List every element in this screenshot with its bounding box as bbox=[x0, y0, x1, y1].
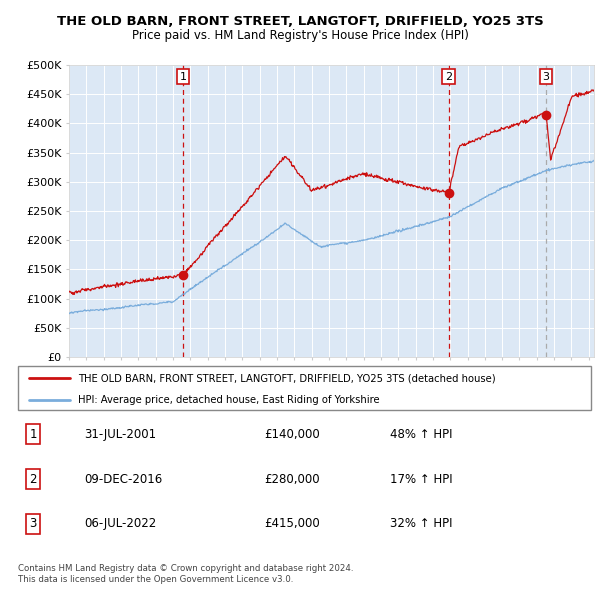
Text: 3: 3 bbox=[29, 517, 37, 530]
Text: £415,000: £415,000 bbox=[264, 517, 320, 530]
Text: £140,000: £140,000 bbox=[264, 428, 320, 441]
Text: Price paid vs. HM Land Registry's House Price Index (HPI): Price paid vs. HM Land Registry's House … bbox=[131, 30, 469, 42]
Text: HPI: Average price, detached house, East Riding of Yorkshire: HPI: Average price, detached house, East… bbox=[78, 395, 380, 405]
Text: 48% ↑ HPI: 48% ↑ HPI bbox=[390, 428, 452, 441]
Text: 3: 3 bbox=[542, 71, 550, 81]
Text: THE OLD BARN, FRONT STREET, LANGTOFT, DRIFFIELD, YO25 3TS: THE OLD BARN, FRONT STREET, LANGTOFT, DR… bbox=[56, 15, 544, 28]
Text: 06-JUL-2022: 06-JUL-2022 bbox=[84, 517, 156, 530]
Text: 17% ↑ HPI: 17% ↑ HPI bbox=[390, 473, 452, 486]
Text: 09-DEC-2016: 09-DEC-2016 bbox=[84, 473, 162, 486]
Text: 32% ↑ HPI: 32% ↑ HPI bbox=[390, 517, 452, 530]
Text: £280,000: £280,000 bbox=[264, 473, 320, 486]
Text: 1: 1 bbox=[179, 71, 187, 81]
Text: THE OLD BARN, FRONT STREET, LANGTOFT, DRIFFIELD, YO25 3TS (detached house): THE OLD BARN, FRONT STREET, LANGTOFT, DR… bbox=[78, 373, 496, 383]
Text: 2: 2 bbox=[445, 71, 452, 81]
Text: This data is licensed under the Open Government Licence v3.0.: This data is licensed under the Open Gov… bbox=[18, 575, 293, 584]
Text: 31-JUL-2001: 31-JUL-2001 bbox=[84, 428, 156, 441]
FancyBboxPatch shape bbox=[18, 366, 591, 410]
Text: Contains HM Land Registry data © Crown copyright and database right 2024.: Contains HM Land Registry data © Crown c… bbox=[18, 565, 353, 573]
Text: 1: 1 bbox=[29, 428, 37, 441]
Text: 2: 2 bbox=[29, 473, 37, 486]
